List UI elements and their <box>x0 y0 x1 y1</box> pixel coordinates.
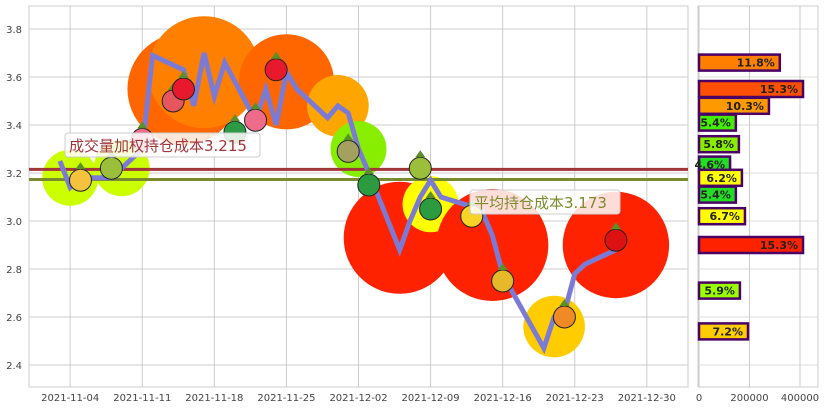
strawberry-body <box>171 77 195 101</box>
strawberry-icon <box>264 51 288 82</box>
volume-bar <box>697 53 782 72</box>
pea-icon <box>357 167 381 197</box>
leaf-shape <box>610 222 621 230</box>
pear-icon <box>336 133 360 163</box>
leaf-shape <box>363 167 374 174</box>
leaf-shape <box>497 263 508 270</box>
carrot-icon <box>552 299 576 329</box>
kiwi-body <box>408 156 432 180</box>
y-tick-label: 2.4 <box>6 361 22 372</box>
radish-body <box>244 108 268 132</box>
corn-icon <box>491 263 515 293</box>
y-tick-label: 3.8 <box>6 25 22 36</box>
leaf-shape <box>559 299 570 306</box>
reference-label: 成交量加权持仓成本3.215 <box>69 137 247 155</box>
leaf-shape <box>425 191 436 198</box>
leaf-shape <box>178 71 189 78</box>
volume-bar-label: 5.4% <box>700 117 731 130</box>
volume-bar-label: 6.7% <box>709 210 740 223</box>
x-tick-label: 400000 <box>781 393 819 404</box>
volume-bar-label: 7.2% <box>712 325 743 338</box>
y-tick-label: 3.2 <box>6 169 22 180</box>
x-tick-label: 2021-11-11 <box>113 393 171 404</box>
reference-label: 平均持仓成本3.173 <box>474 194 607 212</box>
y-tick-label: 3.4 <box>6 121 22 132</box>
pineapple-body <box>68 168 92 192</box>
kiwi-icon <box>408 150 432 180</box>
leaf-shape <box>137 121 148 129</box>
volume-bar <box>697 134 741 154</box>
x-tick-label: 2021-12-16 <box>474 393 532 404</box>
strawberry-body <box>264 58 288 82</box>
leaf-shape <box>343 133 354 141</box>
volume-bar <box>697 206 747 226</box>
leaf-shape <box>229 114 240 122</box>
x-tick-label: 2021-11-18 <box>185 393 243 404</box>
reference-label-box <box>469 189 621 215</box>
volume-bar <box>697 235 805 255</box>
y-tick-label: 3.0 <box>6 217 22 228</box>
volume-bar-label: 15.3% <box>760 239 798 252</box>
pear-body <box>336 139 360 163</box>
leaf-shape <box>75 162 86 170</box>
x-tick-label: 0 <box>696 393 702 404</box>
apple-icon <box>604 222 628 252</box>
volume-bar-label: 6.2% <box>706 172 737 185</box>
reference-label-box <box>64 132 261 158</box>
apple-body <box>604 228 628 252</box>
volume-profile-chart: 0 200000 400000 11.8% 15.3% 10.3% 5.4% 5.8% 4.6%… <box>695 5 819 404</box>
x-tick-label: 2021-12-09 <box>402 393 460 404</box>
pineapple-icon <box>68 162 92 192</box>
y-tick-label: 3.6 <box>6 73 22 84</box>
volume-bar-label: 5.9% <box>704 285 735 298</box>
volume-bar <box>697 281 742 300</box>
pea-body <box>419 197 443 221</box>
pea-body <box>357 173 381 197</box>
leaf-shape <box>250 102 261 110</box>
volume-bar <box>697 113 738 132</box>
volume-bar <box>697 322 750 341</box>
carrot-body <box>552 305 576 329</box>
x-tick-label: 2021-11-04 <box>41 393 99 404</box>
x-tick-label: 2021-11-25 <box>257 393 315 404</box>
leaf-shape <box>271 51 282 59</box>
leaf-shape <box>415 150 426 158</box>
volume-bar-label: 5.8% <box>703 138 734 151</box>
volume-bar <box>697 185 738 204</box>
x-tick-label: 2021-12-23 <box>546 393 604 404</box>
pea-icon <box>419 191 443 221</box>
volume-bar-label: 15.3% <box>760 83 798 96</box>
x-tick-label: 2021-12-30 <box>618 393 676 404</box>
volume-bar-label: 4.6% <box>695 159 726 172</box>
radish-icon <box>244 102 268 132</box>
volume-bar-label: 5.4% <box>700 189 731 202</box>
x-tick-label: 2021-12-02 <box>329 393 387 404</box>
volume-bar-label: 11.8% <box>737 57 775 70</box>
corn-body <box>491 269 515 293</box>
y-tick-label: 2.8 <box>6 265 22 276</box>
y-tick-label: 2.6 <box>6 313 22 324</box>
strawberry-icon <box>171 71 195 101</box>
kiwi-body <box>99 156 123 180</box>
price-chart: 2.4 2.6 2.8 3.0 3.2 3.4 3.6 3.8 2021-11-04 2021-1… <box>6 5 689 404</box>
volume-bar-label: 10.3% <box>726 100 764 113</box>
x-tick-label: 200000 <box>730 393 768 404</box>
